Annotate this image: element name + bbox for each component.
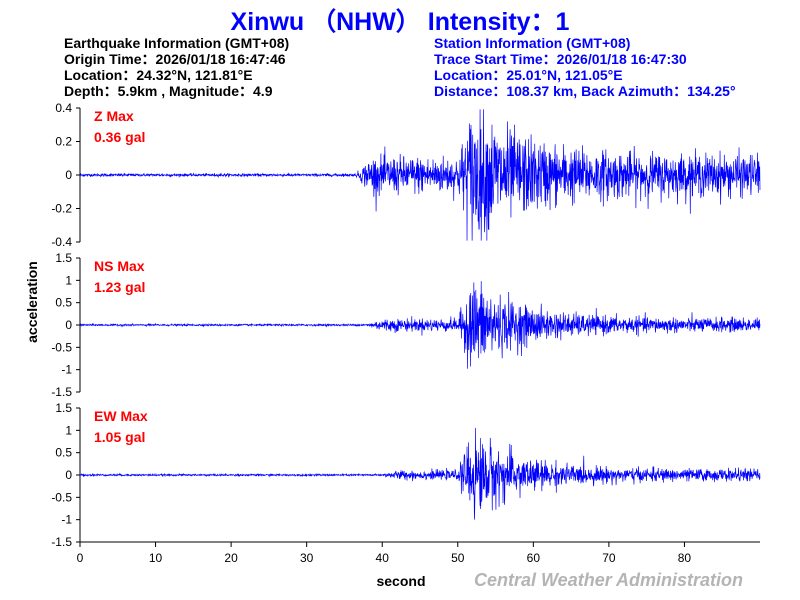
- trace-ew: [79, 427, 761, 520]
- x-tick-label: 40: [376, 551, 390, 565]
- origin-time: Origin Time：2026/01/18 16:47:46: [64, 51, 286, 67]
- trace-ns: [79, 281, 761, 369]
- x-tick-label: 0: [77, 551, 84, 565]
- y-tick-label: -1: [61, 363, 72, 377]
- x-tick-label: 80: [678, 551, 692, 565]
- y-tick-label: -0.5: [51, 340, 72, 354]
- page-title: Xinwu （NHW） Intensity：1: [230, 8, 570, 36]
- max-value-ew: 1.05 gal: [94, 429, 145, 445]
- y-tick-label: 0: [65, 468, 72, 482]
- y-axis-label: acceleration: [24, 261, 40, 343]
- max-value-z: 0.36 gal: [94, 129, 145, 145]
- station-location: Location：25.01°N, 121.05°E: [434, 67, 623, 83]
- y-tick-label: 1.5: [55, 401, 72, 415]
- max-label-ns: NS Max: [94, 258, 145, 274]
- y-tick-label: -1: [61, 513, 72, 527]
- earthquake-location: Location：24.32°N, 121.81°E: [64, 67, 253, 83]
- y-tick-label: -1.5: [51, 385, 72, 399]
- y-tick-label: -0.2: [51, 202, 72, 216]
- trace-start-time: Trace Start Time：2026/01/18 16:47:30: [434, 51, 687, 67]
- x-tick-label: 60: [527, 551, 541, 565]
- y-tick-label: 1: [65, 423, 72, 437]
- x-axis: 0 10 20 30 40 50 60 70 80: [77, 541, 760, 565]
- x-tick-label: 50: [451, 551, 465, 565]
- max-label-ew: EW Max: [94, 408, 148, 424]
- distance-azimuth: Distance：108.37 km, Back Azimuth：134.25°: [434, 83, 736, 99]
- x-tick-label: 30: [300, 551, 314, 565]
- panel-ew: -1.5 -1 -0.5 0 0.5 1 1.5 EW Max 1.05 gal: [51, 401, 761, 549]
- x-axis-label: second: [376, 573, 425, 589]
- station-info-heading: Station Information (GMT+08): [434, 35, 631, 51]
- max-label-z: Z Max: [94, 108, 134, 124]
- y-tick-label: 0.4: [55, 101, 72, 115]
- y-tick-label: -0.5: [51, 490, 72, 504]
- y-tick-label: 0: [65, 318, 72, 332]
- credit-text: Central Weather Administration: [474, 570, 744, 590]
- y-tick-label: 0: [65, 168, 72, 182]
- y-tick-label: 1.5: [55, 251, 72, 265]
- station-info: Station Information (GMT+08) Trace Start…: [434, 35, 736, 99]
- max-value-ns: 1.23 gal: [94, 279, 145, 295]
- depth-magnitude: Depth：5.9km , Magnitude：4.9: [64, 83, 273, 99]
- earthquake-info-heading: Earthquake Information (GMT+08): [64, 35, 290, 51]
- panel-ns: -1.5 -1 -0.5 0 0.5 1 1.5 NS Max 1.23 gal: [51, 251, 761, 399]
- x-tick-label: 20: [224, 551, 238, 565]
- x-tick-label: 10: [149, 551, 163, 565]
- y-tick-label: 0.5: [55, 446, 72, 460]
- panel-z: -0.4 -0.2 0 0.2 0.4 Z Max 0.36 gal: [51, 101, 761, 249]
- x-tick-label: 70: [602, 551, 616, 565]
- earthquake-info: Earthquake Information (GMT+08) Origin T…: [64, 35, 289, 99]
- y-tick-label: 0.2: [55, 135, 72, 149]
- y-tick-label: 1: [65, 273, 72, 287]
- y-tick-label: -0.4: [51, 235, 72, 249]
- y-tick-label: 0.5: [55, 296, 72, 310]
- y-tick-label: -1.5: [51, 535, 72, 549]
- trace-z: [79, 109, 761, 241]
